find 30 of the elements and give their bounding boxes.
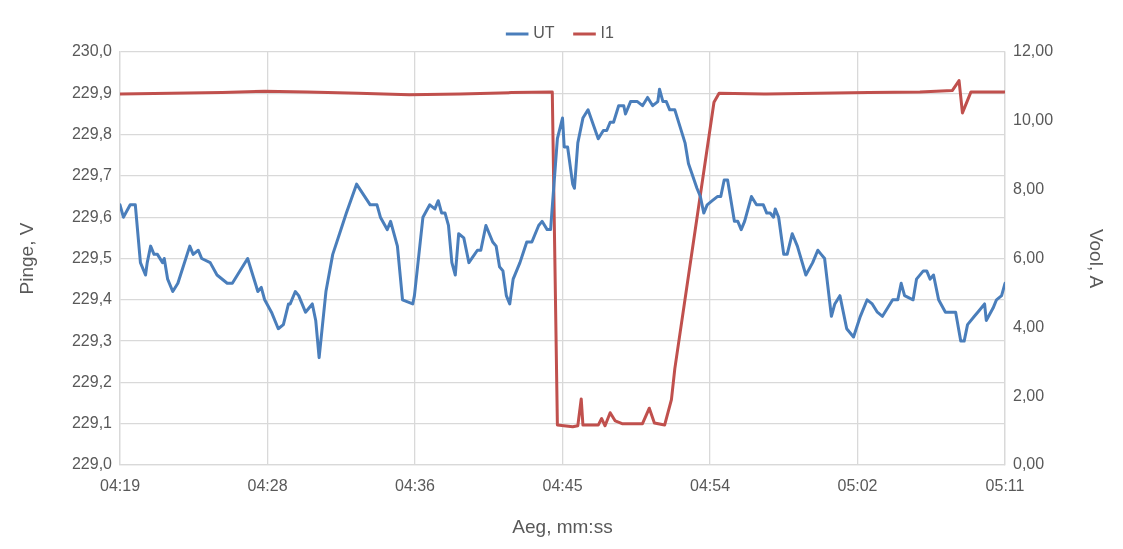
y-tick-label: 230,0 — [71, 42, 113, 60]
legend-label: I1 — [600, 24, 614, 42]
y-tick-label: 229,8 — [71, 125, 113, 143]
y2-tick-label: 2,00 — [1013, 386, 1045, 404]
x-tick-label: 05:02 — [837, 477, 878, 495]
y2-tick-label: 10,00 — [1013, 111, 1054, 129]
y-tick-label: 229,1 — [71, 414, 113, 432]
y-tick-label: 229,3 — [71, 331, 113, 349]
y-tick-label: 229,9 — [71, 83, 113, 101]
y-axis-title: Pinge, V — [15, 222, 37, 295]
y-tick-label: 229,7 — [71, 166, 113, 184]
x-tick-label: 04:28 — [247, 477, 288, 495]
x-tick-label: 04:54 — [689, 477, 731, 495]
y2-tick-label: 8,00 — [1013, 180, 1045, 198]
x-tick-label: 05:11 — [985, 477, 1025, 495]
y2-tick-label: 4,00 — [1013, 317, 1045, 335]
y2-tick-label: 6,00 — [1013, 248, 1045, 266]
y2-tick-label: 0,00 — [1013, 455, 1045, 473]
x-axis-title: Aeg, mm:ss — [512, 515, 613, 537]
legend-label: UT — [533, 24, 555, 42]
x-tick-label: 04:36 — [394, 477, 436, 495]
y-tick-label: 229,6 — [71, 207, 113, 225]
y2-tick-label: 12,00 — [1013, 42, 1054, 60]
y-tick-label: 229,2 — [71, 372, 113, 390]
y-tick-label: 229,5 — [71, 248, 113, 266]
x-tick-label: 04:19 — [99, 477, 141, 495]
y-tick-label: 229,4 — [71, 290, 113, 308]
y2-axis-title: Vool, A — [1086, 228, 1108, 289]
x-tick-label: 04:45 — [542, 477, 583, 495]
y-tick-label: 229,0 — [71, 455, 113, 473]
